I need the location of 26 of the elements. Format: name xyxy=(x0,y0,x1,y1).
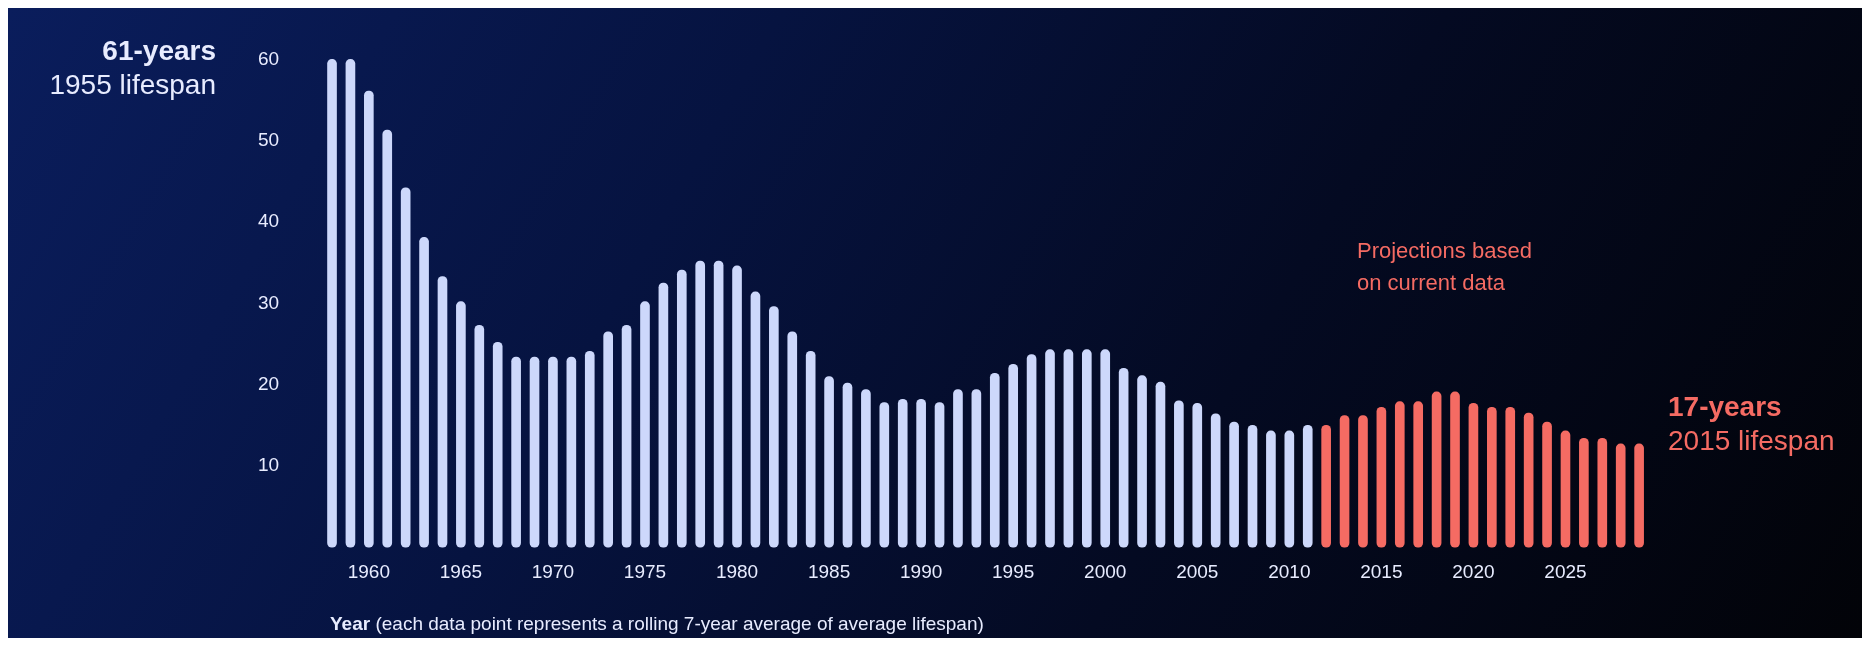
x-tick-label: 2010 xyxy=(1268,560,1311,582)
x-tick-label: 1990 xyxy=(899,560,943,582)
annotation: Projections based on current data xyxy=(1357,238,1532,295)
y-tick-label: 30 xyxy=(257,291,280,313)
x-tick-label: 2015 xyxy=(1360,560,1403,582)
y-tick-label: 20 xyxy=(257,372,280,394)
x-axis-title: Year (each data point represents a rolling 7-year average of average lifespan) xyxy=(330,613,984,634)
x-tick-label: 2005 xyxy=(1176,560,1219,582)
text: 2015 lifespan xyxy=(1668,425,1835,456)
x-tick-label: 2020 xyxy=(1452,560,1495,582)
x-tick-label: 1970 xyxy=(531,560,575,582)
y-tick-label: 40 xyxy=(257,210,280,232)
x-tick-label: 1965 xyxy=(439,560,483,582)
x-tick-label: 1975 xyxy=(623,560,667,582)
x-tick-label: 1980 xyxy=(715,560,759,582)
x-tick-label: 2000 xyxy=(1084,560,1127,582)
x-tick-label: 1985 xyxy=(807,560,851,582)
text: 61-years xyxy=(102,35,216,66)
y-tick-label: 60 xyxy=(257,47,280,69)
x-tick-label: 2025 xyxy=(1544,560,1587,582)
x-tick-label: 1995 xyxy=(992,560,1035,582)
x-tick-label: 1960 xyxy=(347,560,390,582)
text: 1955 lifespan xyxy=(49,69,216,100)
y-tick-label: 50 xyxy=(257,128,280,150)
y-tick-label: 10 xyxy=(257,454,280,476)
text: 17-years xyxy=(1668,391,1782,422)
